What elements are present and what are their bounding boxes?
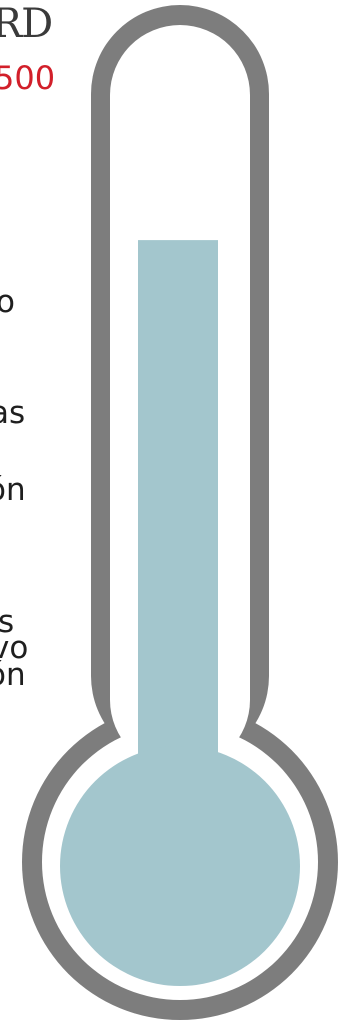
text-fragment: o [0,284,15,320]
mercury-column [138,240,218,780]
text-fragment: ón [0,657,26,693]
text-fragment: ón [0,472,26,508]
text-fragment: vo [0,630,29,666]
goal-amount: 500 [0,59,56,97]
text-fragment: s [0,604,15,640]
header-title: RD [0,1,53,47]
mercury-bulb [60,746,300,986]
text-fragment: as [0,395,26,431]
